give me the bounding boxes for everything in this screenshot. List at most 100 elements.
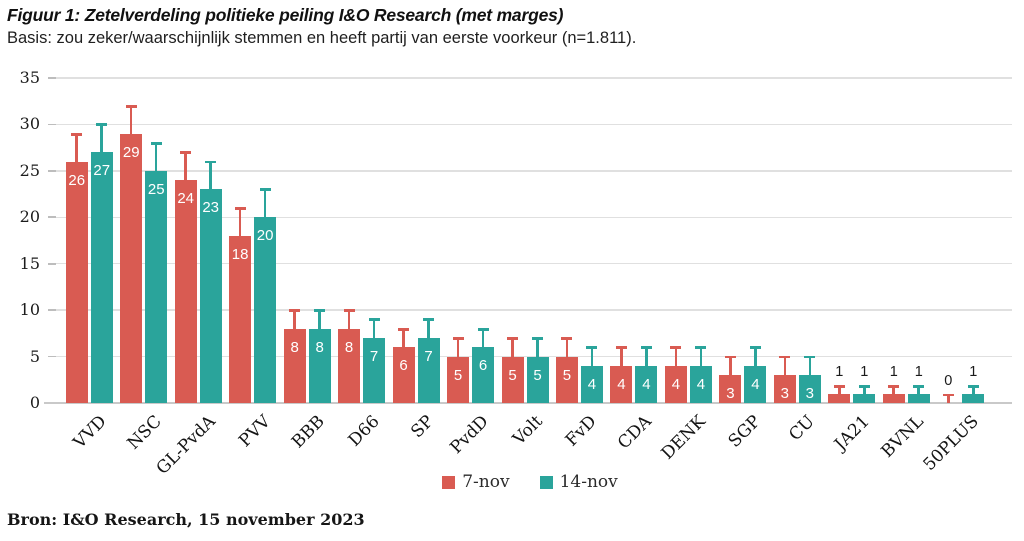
- error-bar-cap-14-nov-NSC: [150, 142, 162, 145]
- error-bar-cap-7-nov-CDA: [615, 346, 627, 350]
- error-bar-stem-7-nov-D66: [347, 310, 351, 334]
- bar-value-label-7-nov-GL-PvdA: 24: [177, 190, 195, 208]
- error-bar-cap-7-nov-D66: [343, 309, 355, 312]
- error-bar-stem-7-nov-DENK: [674, 347, 678, 371]
- bar-value-label-14-nov-CDA: 4: [642, 375, 651, 393]
- bar-value-label-7-nov-JA21: 1: [835, 364, 844, 381]
- error-bar-stem-14-nov-GL-PvdA: [209, 161, 212, 195]
- bar-value-label-14-nov-BBB: 8: [315, 338, 324, 356]
- x-axis-label-GL-PvdA: GL-PvdA: [152, 411, 220, 479]
- bar-14-nov-DENK: [689, 365, 712, 403]
- error-bar-cap-14-nov-JA21: [858, 385, 870, 389]
- bar-7-nov-VVD: [65, 161, 88, 403]
- bar-14-nov-50PLUS: [962, 393, 985, 403]
- bar-7-nov-JA21: [828, 393, 851, 403]
- bar-value-label-14-nov-FvD: 4: [587, 375, 597, 393]
- plot-area: 0 5 10 15 20 25 30 35 26 27 VVD 29 25 NSC 24 23 GL-PvdA 1…: [0, 70, 1024, 479]
- bar-14-nov-FvD: [580, 365, 603, 403]
- y-tick-label-25: 25: [19, 160, 40, 180]
- figure-subtitle: Basis: zou zeker/waarschijnlijk stemmen …: [7, 29, 637, 47]
- source-note: Bron: I&O Research, 15 november 2023: [7, 510, 365, 529]
- y-tick-label-20: 20: [19, 207, 40, 227]
- bar-14-nov-VVD: [90, 152, 113, 403]
- error-bar-stem-14-nov-SP: [427, 319, 430, 343]
- y-axis-tick: [48, 309, 56, 311]
- legend-item-7nov: 7-nov: [442, 472, 510, 492]
- bar-7-nov-BBB: [283, 328, 306, 403]
- error-bar-cap-14-nov-D66: [368, 318, 380, 322]
- gridline-25: [56, 170, 1012, 172]
- y-tick-label-35: 35: [19, 68, 40, 87]
- error-bar-stem-7-nov-BVNL: [892, 386, 896, 399]
- gridline-15: [56, 263, 1012, 265]
- bar-14-nov-D66: [363, 338, 386, 403]
- bar-value-label-14-nov-PvdD: 6: [478, 357, 488, 375]
- error-bar-cap-7-nov-GL-PvdA: [180, 151, 192, 155]
- error-bar-cap-7-nov-50PLUS: [942, 393, 954, 397]
- bar-14-nov-PVV: [254, 217, 277, 403]
- bar-7-nov-NSC: [120, 133, 143, 403]
- bar-value-label-14-nov-50PLUS: 1: [969, 364, 978, 381]
- bar-value-label-14-nov-VVD: 27: [93, 162, 111, 180]
- error-bar-cap-7-nov-NSC: [125, 104, 137, 108]
- bar-7-nov-D66: [338, 328, 361, 403]
- error-bar-stem-14-nov-FvD: [590, 347, 594, 371]
- error-bar-cap-14-nov-GL-PvdA: [205, 160, 217, 164]
- y-axis-tick: [48, 355, 56, 358]
- x-axis-label-SGP: SGP: [724, 411, 765, 452]
- error-bar-cap-7-nov-DENK: [670, 346, 682, 350]
- bar-7-nov-SP: [392, 347, 415, 403]
- error-bar-cap-14-nov-SGP: [749, 346, 761, 350]
- y-tick-label-15: 15: [19, 253, 40, 273]
- error-bar-stem-14-nov-PvdD: [481, 328, 485, 352]
- figure-title: Figuur 1: Zetelverdeling politieke peili…: [7, 5, 564, 25]
- bar-7-nov-CDA: [610, 365, 633, 403]
- error-bar-stem-14-nov-CDA: [645, 347, 648, 371]
- x-axis-label-BVNL: BVNL: [877, 411, 929, 462]
- error-bar-stem-14-nov-DENK: [699, 347, 703, 371]
- error-bar-cap-7-nov-SP: [398, 327, 410, 331]
- error-bar-cap-7-nov-VVD: [71, 132, 83, 136]
- y-tick-label-10: 10: [19, 300, 40, 320]
- bar-7-nov-FvD: [555, 356, 578, 403]
- gridline-35: [56, 77, 1012, 79]
- error-bar-cap-7-nov-Volt: [507, 337, 518, 340]
- legend-swatch-7nov-icon: [442, 475, 456, 489]
- error-bar-stem-7-nov-NSC: [129, 105, 133, 139]
- error-bar-stem-7-nov-GL-PvdA: [184, 152, 187, 185]
- legend-swatch-14nov-icon: [539, 475, 553, 489]
- bar-value-label-14-nov-JA21: 1: [860, 364, 869, 381]
- error-bar-cap-14-nov-FvD: [586, 346, 598, 350]
- error-bar-stem-7-nov-Volt: [511, 338, 514, 362]
- x-axis-label-BBB: BBB: [288, 411, 329, 453]
- bar-value-label-14-nov-NSC: 25: [147, 180, 165, 198]
- y-axis-tick: [48, 123, 56, 126]
- bar-value-label-7-nov-CU: 3: [780, 385, 790, 403]
- error-bar-cap-14-nov-VVD: [96, 123, 108, 127]
- error-bar-cap-7-nov-BVNL: [888, 385, 900, 389]
- error-bar-cap-14-nov-SP: [423, 318, 435, 322]
- bar-7-nov-GL-PvdA: [174, 180, 197, 403]
- bar-value-label-7-nov-VVD: 26: [68, 171, 86, 189]
- bar-value-label-7-nov-BBB: 8: [290, 338, 299, 356]
- bar-7-nov-DENK: [664, 365, 687, 403]
- error-bar-stem-14-nov-D66: [372, 319, 376, 343]
- x-axis-baseline: [44, 402, 1012, 404]
- error-bar-stem-14-nov-50PLUS: [971, 386, 975, 399]
- error-bar-cap-7-nov-FvD: [561, 337, 573, 340]
- error-bar-cap-14-nov-50PLUS: [967, 385, 979, 389]
- error-bar-cap-7-nov-PVV: [234, 207, 246, 210]
- error-bar-cap-7-nov-BBB: [289, 309, 301, 312]
- error-bar-stem-7-nov-PvdD: [456, 338, 460, 362]
- bar-14-nov-JA21: [853, 393, 876, 403]
- bar-value-label-14-nov-BVNL: 1: [914, 364, 923, 381]
- bar-14-nov-GL-PvdA: [199, 189, 222, 403]
- bar-value-label-7-nov-DENK: 4: [671, 375, 681, 393]
- bar-value-label-14-nov-Volt: 5: [533, 366, 542, 384]
- bar-value-label-14-nov-PVV: 20: [256, 227, 274, 245]
- bar-value-label-7-nov-D66: 8: [344, 338, 354, 356]
- x-axis-label-NSC: NSC: [123, 411, 166, 454]
- error-bar-stem-7-nov-VVD: [75, 133, 79, 167]
- bar-value-label-7-nov-BVNL: 1: [889, 364, 898, 381]
